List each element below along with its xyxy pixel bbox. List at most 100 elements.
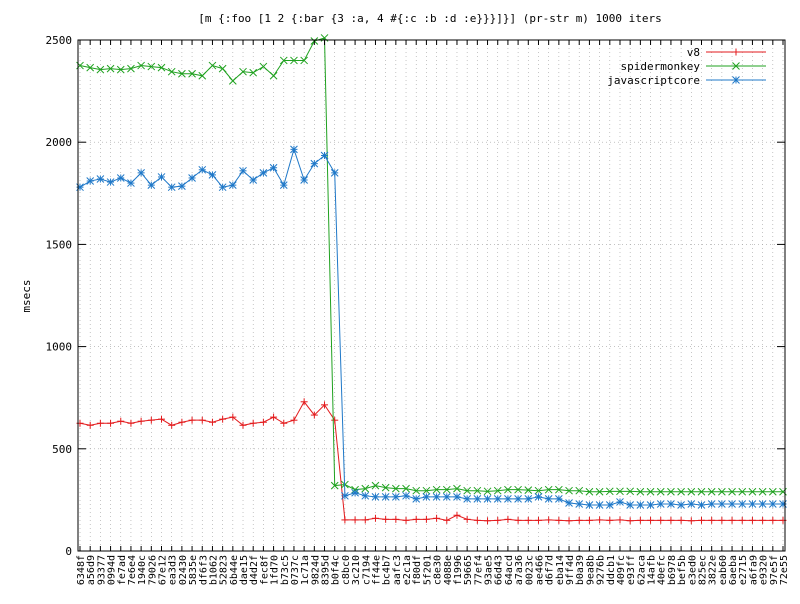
data-point-spidermonkey <box>116 65 125 74</box>
x-tick-label: 79026 <box>147 555 158 585</box>
data-point-spidermonkey <box>402 484 410 493</box>
data-point-spidermonkey-stroke <box>279 56 288 65</box>
data-point-spidermonkey-stroke <box>585 487 594 496</box>
data-point-spidermonkey-stroke <box>697 487 706 496</box>
data-point-javascriptcore <box>116 174 125 182</box>
data-point-spidermonkey-stroke <box>514 485 522 494</box>
data-point-v8 <box>443 516 451 524</box>
data-point-javascriptcore <box>218 183 227 192</box>
data-point-javascriptcore-stroke <box>636 501 645 509</box>
data-point-spidermonkey <box>290 56 298 65</box>
data-point-spidermonkey-stroke <box>677 487 685 496</box>
data-point-v8 <box>657 516 665 524</box>
data-point-spidermonkey-stroke <box>544 485 553 494</box>
x-tick-label: fec8f <box>259 555 270 585</box>
legend-item-spidermonkey: spidermonkey <box>621 60 766 73</box>
data-point-v8 <box>351 516 359 524</box>
data-point-v8 <box>606 516 614 524</box>
data-point-javascriptcore <box>412 495 421 503</box>
data-point-spidermonkey <box>768 487 777 496</box>
data-point-spidermonkey-stroke <box>402 484 410 493</box>
data-point-javascriptcore <box>687 500 696 508</box>
data-point-javascriptcore <box>137 169 145 177</box>
data-point-spidermonkey <box>147 62 156 71</box>
legend-marker-javascriptcore-stroke <box>732 76 740 84</box>
data-point-spidermonkey <box>575 486 584 495</box>
x-tick-label: 1c71a <box>300 555 311 585</box>
data-point-javascriptcore <box>524 495 533 503</box>
data-point-spidermonkey <box>718 487 726 496</box>
data-point-spidermonkey-stroke <box>188 69 196 78</box>
x-tick-label: d4d2f <box>249 555 260 585</box>
data-point-spidermonkey-stroke <box>524 486 533 494</box>
x-tick-label: 4088e <box>443 555 454 585</box>
data-point-v8 <box>198 416 206 424</box>
data-point-spidermonkey-stroke <box>534 486 543 495</box>
data-point-spidermonkey <box>208 61 217 70</box>
data-point-spidermonkey <box>106 64 115 73</box>
data-point-v8 <box>514 516 522 524</box>
x-tick-label: 62aca <box>636 555 647 585</box>
series-line-v8 <box>79 400 783 522</box>
data-point-v8 <box>270 413 278 421</box>
data-point-javascriptcore-stroke <box>442 492 451 501</box>
data-point-spidermonkey-stroke <box>748 487 757 496</box>
data-point-javascriptcore-stroke <box>605 501 614 509</box>
data-point-v8 <box>636 516 644 524</box>
data-point-javascriptcore <box>707 500 716 508</box>
x-tick-label: ae466 <box>534 555 545 585</box>
data-point-spidermonkey-stroke <box>391 484 400 493</box>
data-point-spidermonkey <box>687 487 696 496</box>
x-tick-label: 0994d <box>107 555 118 585</box>
x-tick-label: 72e55 <box>779 555 790 585</box>
data-point-javascriptcore-stroke <box>453 492 461 501</box>
data-point-javascriptcore <box>402 491 410 500</box>
data-point-javascriptcore <box>636 501 645 509</box>
data-point-javascriptcore-stroke <box>228 181 237 189</box>
legend-label-spidermonkey: spidermonkey <box>621 60 701 73</box>
x-tick-label: eba14 <box>555 555 566 585</box>
data-point-v8 <box>453 511 461 519</box>
data-point-spidermonkey <box>605 487 614 496</box>
data-point-v8 <box>147 416 155 424</box>
data-point-spidermonkey-stroke <box>504 485 512 494</box>
data-point-spidermonkey <box>381 483 390 492</box>
x-tick-label: 0737c <box>290 555 301 585</box>
x-tick-label: bef5b <box>677 555 688 585</box>
x-tick-label: 7e6e4 <box>127 555 138 585</box>
data-point-javascriptcore-stroke <box>147 181 156 189</box>
x-tick-label: fe7ad <box>117 555 128 585</box>
data-point-spidermonkey-stroke <box>575 486 584 495</box>
data-point-spidermonkey <box>758 487 767 496</box>
data-point-spidermonkey <box>86 63 95 72</box>
data-point-spidermonkey-stroke <box>330 481 339 490</box>
data-point-spidermonkey-stroke <box>616 487 624 496</box>
data-point-spidermonkey <box>453 484 461 493</box>
data-point-v8 <box>626 517 634 525</box>
ticks: 6348f a56d9 93377 0994d fe7ad 7e6e4 1940c 79026… <box>46 34 791 585</box>
legend-marker-v8 <box>732 48 740 56</box>
data-point-javascriptcore-stroke <box>493 495 502 503</box>
x-tick-label: 5835e <box>188 555 199 585</box>
data-point-spidermonkey-stroke <box>218 64 227 73</box>
x-tick-label: a56d9 <box>86 555 97 585</box>
x-tick-label: 64acd <box>504 555 515 585</box>
data-point-javascriptcore-stroke <box>646 501 655 509</box>
x-tick-label: 9276b <box>596 555 607 585</box>
x-tick-label: 409fc <box>616 555 627 585</box>
data-point-javascriptcore <box>290 145 298 154</box>
data-point-spidermonkey <box>504 485 512 494</box>
data-point-spidermonkey-stroke <box>208 61 217 70</box>
data-point-javascriptcore-stroke <box>127 179 135 187</box>
data-point-javascriptcore-stroke <box>96 175 105 183</box>
data-point-javascriptcore-stroke <box>86 177 95 185</box>
x-tick-label: f1996 <box>453 555 464 585</box>
data-point-spidermonkey <box>555 485 563 494</box>
y-tick-label: 2000 <box>46 136 73 149</box>
data-point-javascriptcore-stroke <box>106 178 115 186</box>
x-tick-label: aafc3 <box>392 555 403 585</box>
data-point-spidermonkey-stroke <box>728 487 736 496</box>
data-point-javascriptcore <box>351 488 359 497</box>
data-point-spidermonkey <box>432 485 441 494</box>
